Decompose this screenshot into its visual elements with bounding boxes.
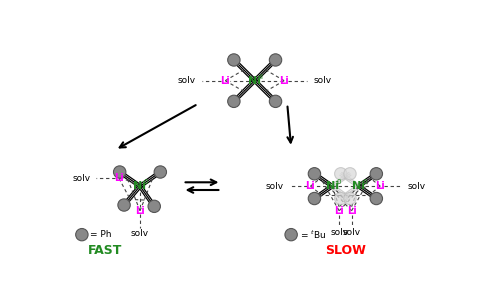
Text: Li: Li <box>376 181 385 191</box>
Text: solv: solv <box>178 76 196 85</box>
Circle shape <box>114 166 126 178</box>
Circle shape <box>344 168 356 180</box>
Text: FAST: FAST <box>88 244 122 256</box>
Circle shape <box>308 168 320 180</box>
Text: II: II <box>259 74 263 80</box>
Circle shape <box>344 192 356 205</box>
Text: Ni: Ni <box>352 181 365 191</box>
Circle shape <box>270 54 281 66</box>
Text: Li: Li <box>135 206 145 216</box>
Circle shape <box>270 95 281 107</box>
Text: 0: 0 <box>362 179 367 185</box>
Circle shape <box>285 229 298 241</box>
Text: = Ph: = Ph <box>90 230 111 239</box>
Circle shape <box>308 192 320 205</box>
Text: solv: solv <box>330 228 348 237</box>
Text: solv: solv <box>131 230 149 238</box>
Circle shape <box>148 200 160 212</box>
Circle shape <box>118 199 130 211</box>
Text: 0: 0 <box>336 179 340 185</box>
Text: Li: Li <box>220 76 230 86</box>
Text: Li: Li <box>306 181 316 191</box>
Circle shape <box>154 166 166 178</box>
Text: Li: Li <box>334 206 344 216</box>
Text: = $^t$Bu: = $^t$Bu <box>300 229 326 241</box>
Circle shape <box>370 168 382 180</box>
Text: SLOW: SLOW <box>325 244 366 256</box>
Text: solv: solv <box>72 174 90 183</box>
Text: solv: solv <box>342 228 360 237</box>
Text: solv: solv <box>314 76 332 85</box>
Circle shape <box>228 54 240 66</box>
Text: Ni: Ni <box>134 181 146 191</box>
Text: Ni: Ni <box>326 181 338 191</box>
Text: solv: solv <box>265 182 283 191</box>
Circle shape <box>370 192 382 205</box>
Text: Ni: Ni <box>248 76 261 86</box>
Text: 0: 0 <box>144 179 148 185</box>
Text: Li: Li <box>280 76 289 86</box>
Text: Li: Li <box>114 173 124 184</box>
Circle shape <box>334 168 347 180</box>
Text: solv: solv <box>408 182 426 191</box>
Circle shape <box>76 229 88 241</box>
Circle shape <box>228 95 240 107</box>
Circle shape <box>334 192 347 205</box>
Text: Li: Li <box>346 206 356 216</box>
